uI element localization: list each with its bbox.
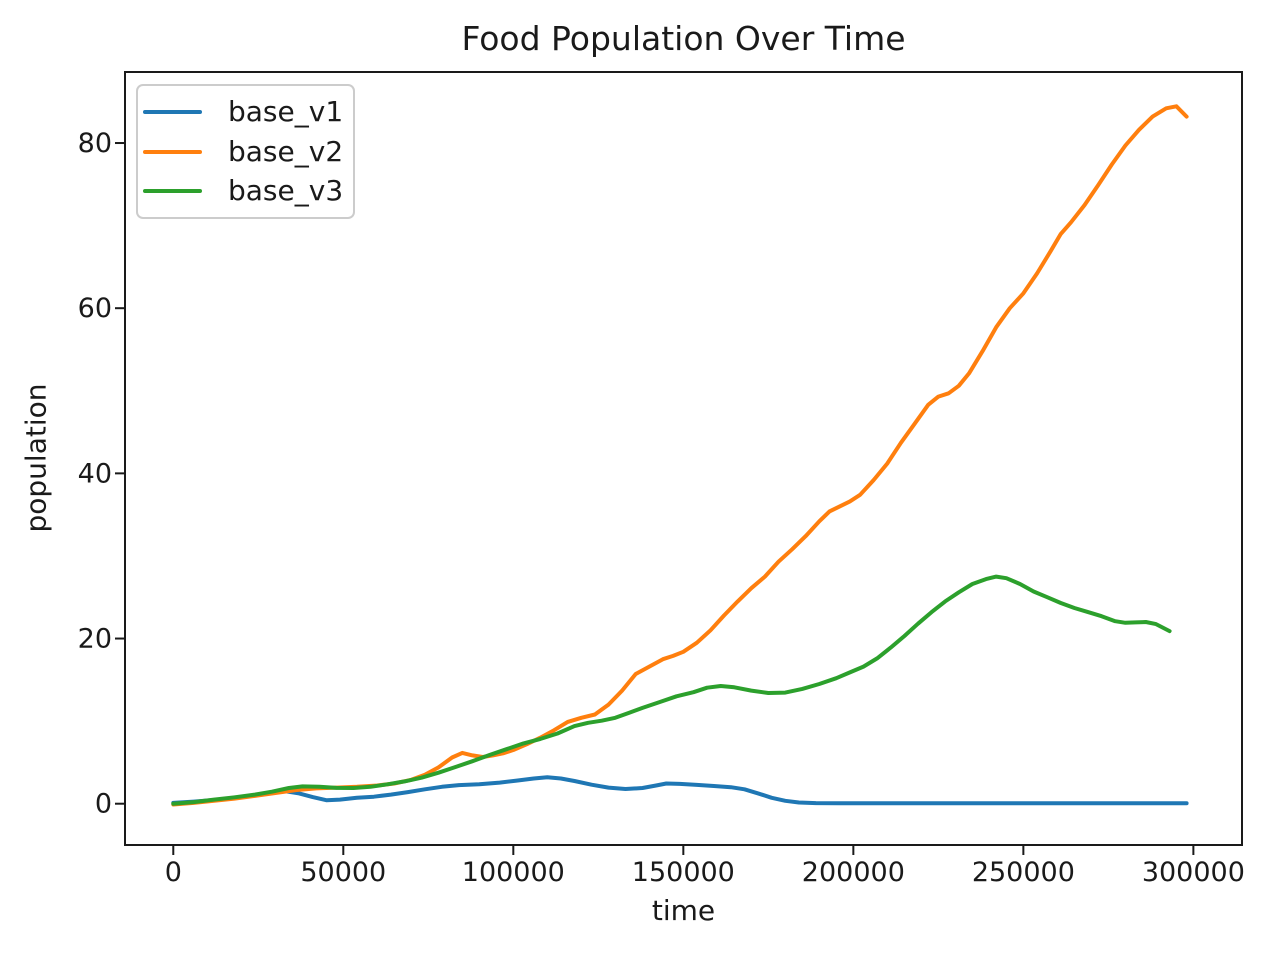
legend-label: base_v1: [228, 94, 344, 128]
series-line-base_v3: [171, 574, 1172, 806]
legend-line-swatch-base_v3: [143, 189, 202, 194]
y-tick-label: 20: [78, 624, 112, 655]
legend-item-base_v1: base_v1: [143, 94, 353, 128]
legend-line-swatch-base_v2: [143, 149, 202, 154]
x-tick-label: 300000: [1142, 857, 1245, 888]
y-tick-label: 80: [78, 128, 112, 159]
x-tick-label: 100000: [462, 857, 565, 888]
y-axis-label: population: [19, 383, 53, 533]
legend-item-base_v2: base_v2: [143, 134, 353, 168]
x-tick-label: 150000: [632, 857, 735, 888]
chart-title: Food Population Over Time: [461, 19, 906, 58]
y-tick-label: 60: [78, 293, 112, 324]
x-tick-label: 0: [165, 857, 182, 888]
x-tick-label: 250000: [972, 857, 1075, 888]
legend-item-base_v3: base_v3: [143, 177, 353, 205]
series-line-base_v1: [171, 775, 1189, 806]
x-tick-label: 200000: [802, 857, 905, 888]
y-tick-label: 0: [95, 789, 112, 820]
axes-border: [124, 71, 1243, 846]
legend: base_v1 base_v2 base_v3: [136, 84, 355, 219]
x-tick-label: 50000: [300, 857, 386, 888]
legend-label: base_v3: [228, 174, 344, 208]
legend-line-swatch-base_v1: [143, 109, 202, 114]
x-axis-label: time: [651, 894, 716, 927]
y-tick-label: 40: [78, 458, 112, 489]
legend-label: base_v2: [228, 134, 344, 168]
